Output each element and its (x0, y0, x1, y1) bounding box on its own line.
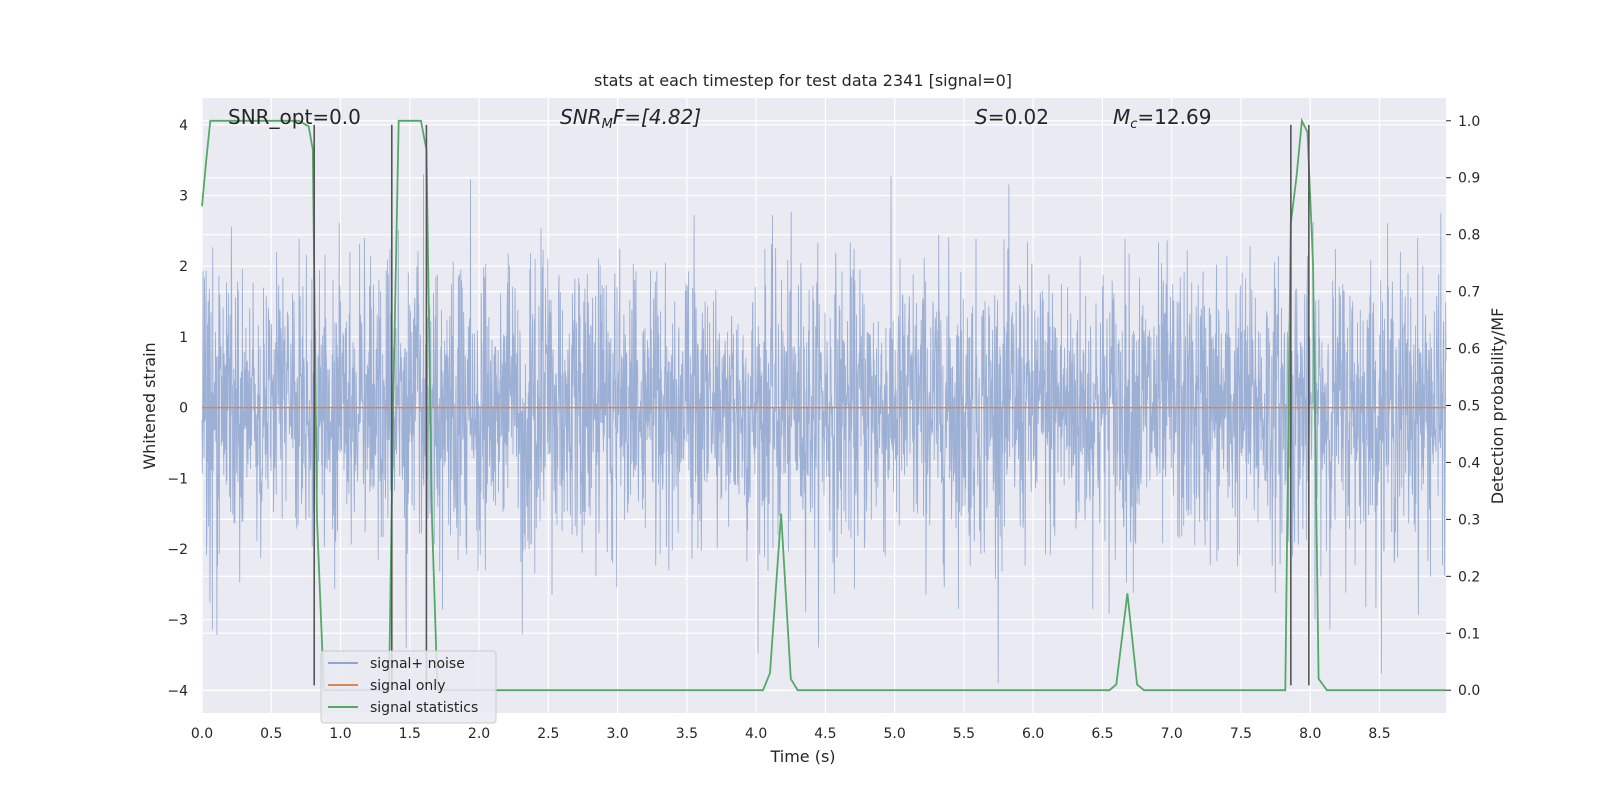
x-tick-label: 1.5 (399, 726, 421, 742)
x-axis-label: Time (s) (769, 747, 835, 766)
annotation-mc-var: M (1113, 105, 1130, 129)
legend-label-signal-statistics: signal statistics (370, 700, 478, 716)
y-right-tick-label: 0.0 (1458, 683, 1480, 699)
x-tick-label: 0.5 (260, 726, 282, 742)
y-left-tick-label: 1 (179, 330, 188, 346)
annotation-snr-mf-main: SNR (560, 105, 602, 129)
annotation-snr-mf-rest: F=[4.82] (613, 105, 701, 129)
y-right-tick-label: 0.4 (1458, 455, 1480, 471)
legend-box (320, 650, 497, 724)
y-right-tick-label: 0.8 (1458, 228, 1480, 244)
y-right-tick-label: 0.5 (1458, 399, 1480, 415)
x-tick-label: 5.0 (884, 726, 906, 742)
y-right-tick-label: 0.3 (1458, 512, 1480, 528)
annotation-mc: Mc=12.69 (1113, 105, 1211, 132)
y-left-tick-label: −2 (167, 542, 188, 558)
annotation-snr-mf: SNRMF=[4.82] (560, 105, 701, 132)
y-right-tick-label: 0.1 (1458, 626, 1480, 642)
annotation-snr-mf-sub: M (602, 117, 613, 132)
series-layer (201, 117, 1447, 692)
y-right-tick-label: 0.7 (1458, 285, 1480, 301)
y-left-tick-label: 3 (179, 189, 188, 205)
y-right-tick-label: 0.2 (1458, 569, 1480, 585)
x-tick-label: 3.5 (676, 726, 698, 742)
x-tick-label: 7.5 (1230, 726, 1252, 742)
legend: signal+ noise signal only signal statist… (320, 650, 497, 724)
y-left-axis-ticks: −4 −3 −2 −1 0 1 2 3 4 (167, 118, 188, 700)
annotation-snr-opt: SNR_opt=0.0 (228, 105, 361, 129)
y-left-tick-label: −3 (167, 613, 188, 629)
chart-title: stats at each timestep for test data 234… (594, 71, 1012, 90)
x-tick-label: 4.0 (745, 726, 767, 742)
y-left-axis-label: Whitened strain (140, 342, 159, 469)
x-tick-label: 2.0 (468, 726, 490, 742)
x-tick-label: 8.0 (1299, 726, 1321, 742)
y-right-tick-label: 1.0 (1458, 114, 1480, 130)
legend-label-signal-only: signal only (370, 678, 445, 694)
y-right-axis-ticks: 0.0 0.1 0.2 0.3 0.4 0.5 0.6 0.7 0.8 0.9 1.0 (1446, 114, 1480, 699)
y-left-tick-label: −1 (167, 471, 188, 487)
x-tick-label: 6.0 (1022, 726, 1044, 742)
annotation-s: S=0.02 (975, 105, 1049, 129)
annotation-mc-sub: c (1130, 117, 1137, 132)
vertical-markers (313, 124, 1310, 686)
series-signal-noise (201, 174, 1447, 684)
annotation-mc-value: =12.69 (1137, 105, 1211, 129)
x-axis-ticks: 0.0 0.5 1.0 1.5 2.0 2.5 3.0 3.5 4.0 4.5 5.0 5.5 6.0 6… (191, 726, 1391, 742)
x-tick-label: 1.0 (329, 726, 351, 742)
y-right-tick-label: 0.6 (1458, 342, 1480, 358)
y-right-tick-label: 0.9 (1458, 171, 1480, 187)
y-left-tick-label: 2 (179, 259, 188, 275)
y-left-tick-label: 4 (179, 118, 188, 134)
x-tick-label: 8.5 (1368, 726, 1390, 742)
x-tick-label: 5.5 (953, 726, 975, 742)
legend-label-signal-noise: signal+ noise (370, 656, 465, 672)
x-tick-label: 6.5 (1091, 726, 1113, 742)
series-signal-statistics (201, 117, 1446, 692)
annotation-s-value: =0.02 (988, 105, 1049, 129)
x-tick-label: 3.0 (606, 726, 628, 742)
x-tick-label: 4.5 (814, 726, 836, 742)
annotation-s-var: S (975, 105, 988, 129)
y-right-axis-label: Detection probability/MF (1488, 308, 1507, 505)
x-tick-label: 2.5 (537, 726, 559, 742)
y-left-tick-label: −4 (167, 683, 188, 699)
y-left-tick-label: 0 (179, 401, 188, 417)
x-tick-label: 7.0 (1161, 726, 1183, 742)
x-tick-label: 0.0 (191, 726, 213, 742)
